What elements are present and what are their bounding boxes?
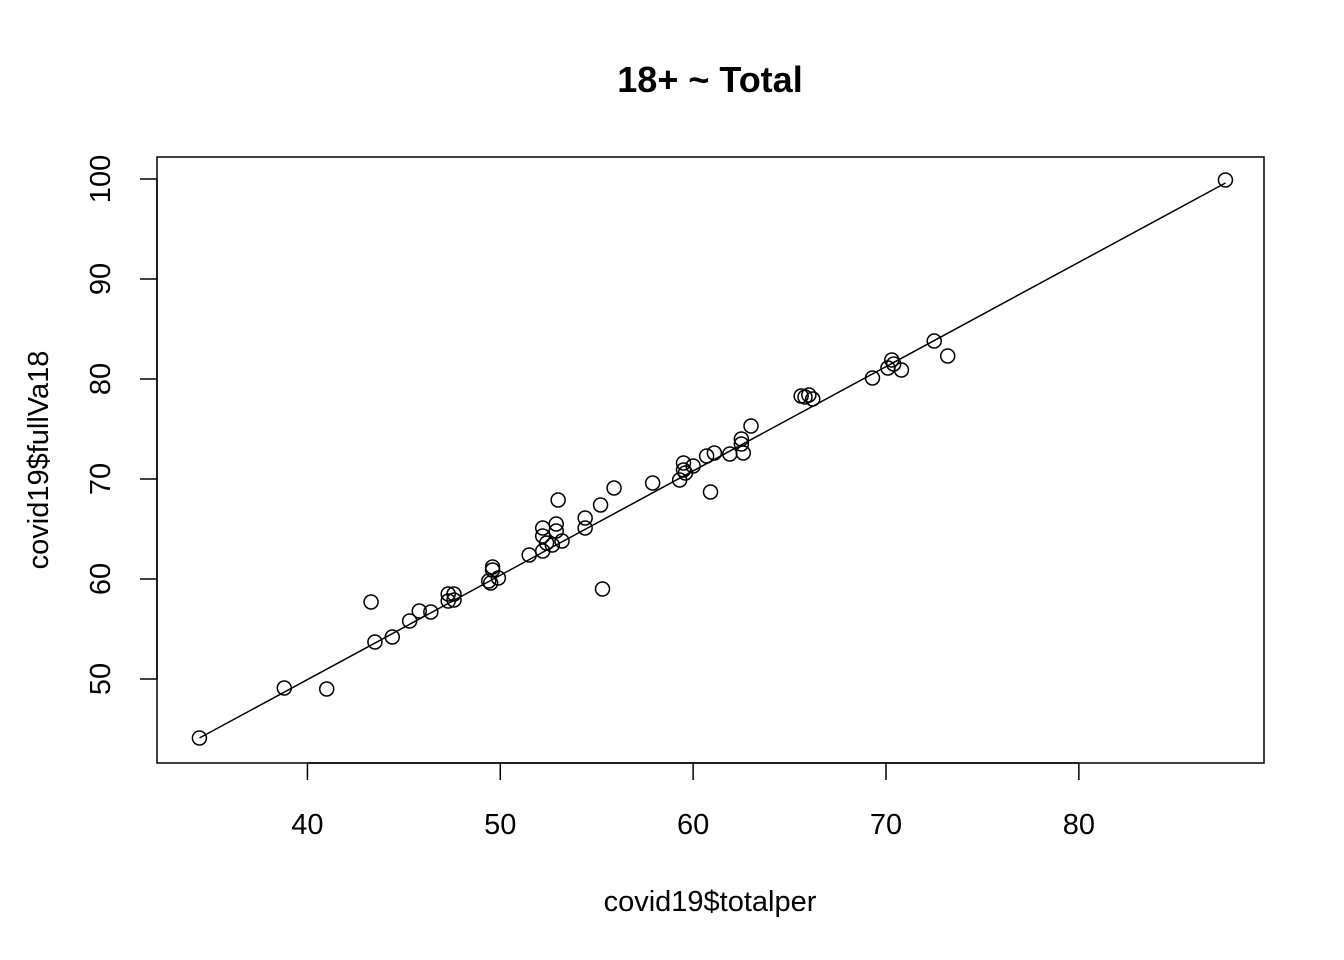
plot-frame [156, 156, 1265, 764]
data-point [554, 533, 570, 549]
x-tick-label: 50 [484, 809, 516, 841]
x-tick-label: 40 [291, 809, 323, 841]
data-point [698, 448, 715, 464]
data-point [702, 484, 719, 500]
data-point [550, 492, 566, 508]
data-point [893, 362, 910, 378]
data-point [577, 510, 593, 526]
data-point [534, 520, 551, 536]
data-point [490, 570, 507, 586]
chart-title: 18+ ~ Total [617, 59, 802, 100]
data-point [735, 445, 752, 461]
data-point [318, 681, 335, 697]
y-axis-label: covid19$fullVa18 [23, 351, 55, 570]
data-point [801, 387, 817, 403]
data-point [484, 562, 501, 578]
data-point [804, 391, 821, 407]
data-point [484, 559, 501, 575]
data-point [926, 333, 942, 349]
data-point [363, 594, 379, 610]
y-tick-label: 90 [85, 263, 117, 295]
data-point [446, 592, 462, 608]
y-tick-label: 80 [85, 363, 117, 395]
data-point [885, 356, 902, 372]
data-point [276, 680, 293, 696]
x-tick-label: 60 [677, 809, 709, 841]
data-point [939, 348, 956, 364]
y-axis: 50 60 70 80 90 100 [85, 155, 158, 695]
data-point [592, 497, 609, 513]
y-tick-label: 50 [85, 663, 117, 695]
data-point [384, 629, 401, 645]
data-point [733, 436, 750, 452]
data-point [864, 370, 881, 386]
x-axis: 40 50 60 70 80 [291, 762, 1095, 841]
y-tick-label: 100 [85, 155, 117, 203]
data-point [685, 458, 701, 474]
data-point [548, 516, 564, 532]
data-point [606, 480, 622, 496]
data-point [401, 613, 418, 629]
y-tick-label: 70 [85, 463, 117, 495]
data-point [446, 586, 462, 602]
data-point [191, 730, 208, 746]
data-point [675, 462, 692, 478]
x-tick-label: 70 [870, 809, 902, 841]
y-tick-label: 60 [85, 563, 117, 595]
data-point [743, 418, 759, 434]
x-tick-label: 80 [1063, 809, 1095, 841]
data-point [706, 445, 723, 461]
points-group [191, 172, 1234, 746]
data-point [423, 604, 439, 620]
x-axis-label: covid19$totalper [604, 886, 817, 918]
data-point [480, 573, 497, 589]
data-point [594, 581, 611, 597]
data-point [544, 537, 561, 553]
data-point [440, 586, 456, 602]
data-point [411, 603, 428, 619]
data-point [367, 634, 383, 650]
data-point [1217, 172, 1234, 188]
data-point [675, 455, 692, 471]
data-point [577, 520, 593, 536]
data-point [644, 475, 661, 491]
